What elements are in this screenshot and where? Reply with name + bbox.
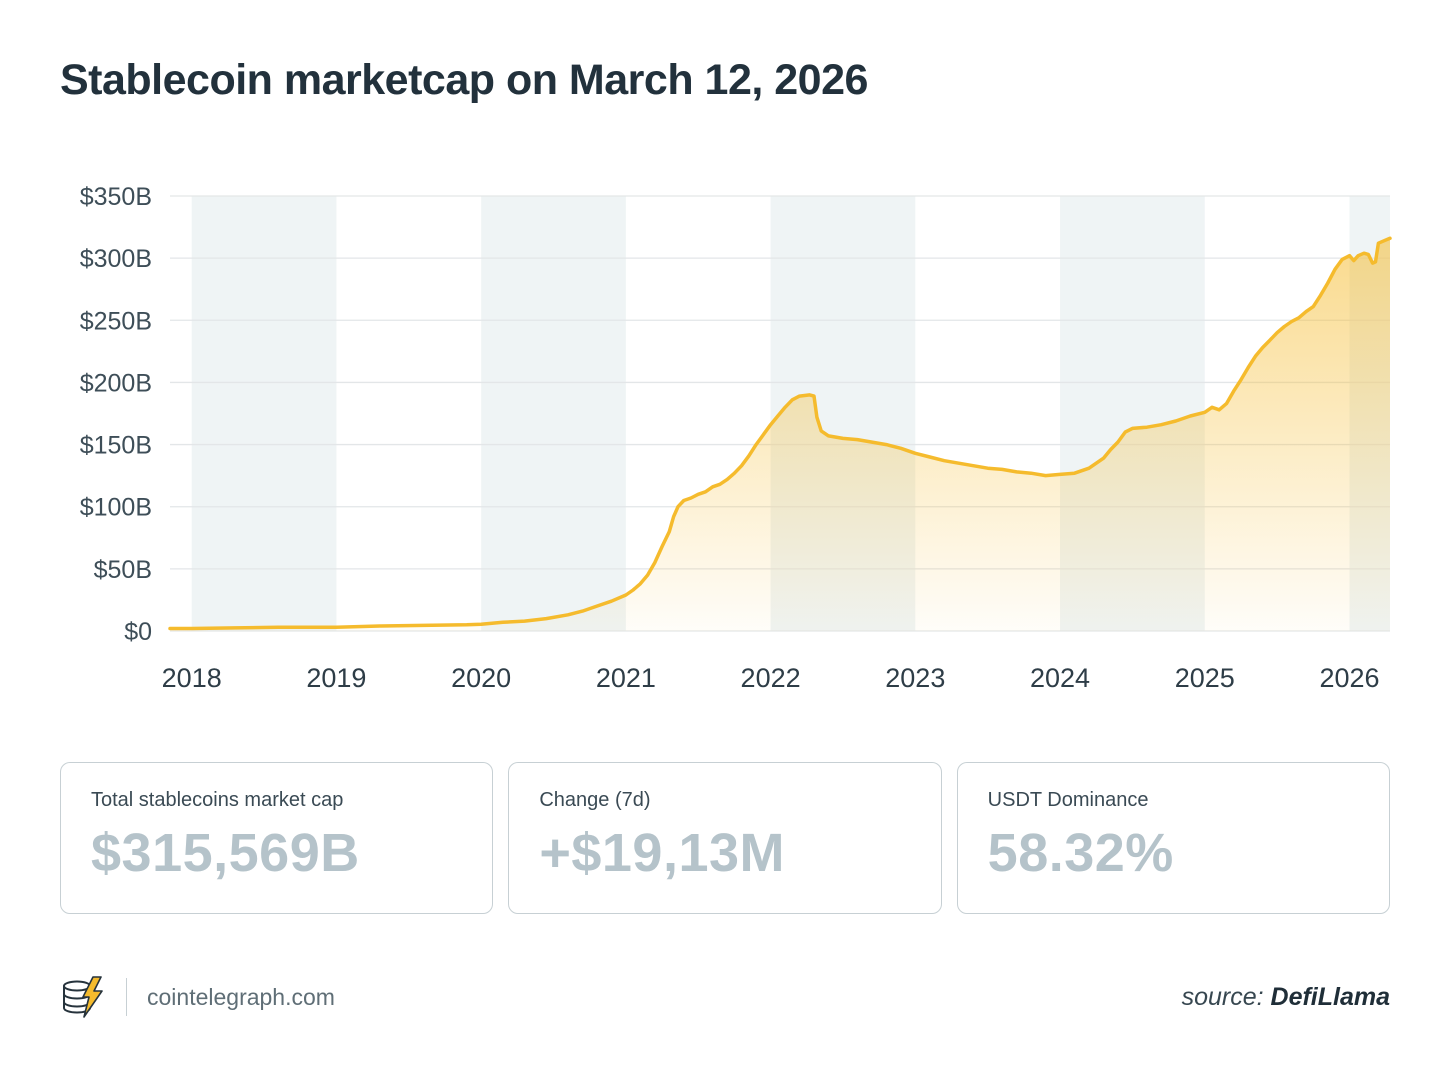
svg-text:$300B: $300B [80,245,152,273]
area-fill [170,238,1390,632]
svg-text:$0: $0 [124,618,152,646]
page-title: Stablecoin marketcap on March 12, 2026 [60,56,868,104]
svg-text:$100B: $100B [80,494,152,522]
source-label: source: [1181,982,1264,1011]
stat-value: $315,569B [91,823,360,883]
lightning-icon [82,976,103,1018]
svg-text:2023: 2023 [885,663,945,693]
svg-text:2025: 2025 [1175,663,1235,693]
divider [126,978,127,1016]
stats-cards: Total stablecoins market cap $315,569B C… [60,762,1390,914]
stat-card-total-marketcap: Total stablecoins market cap $315,569B [60,762,494,914]
marketcap-chart: $0 $50B $100B $150B $200B $250B $300B $350B 2018… [55,180,1395,710]
svg-text:$350B: $350B [80,183,152,211]
svg-text:$200B: $200B [80,369,152,397]
stat-value: 58.32% [987,823,1174,883]
footer: cointelegraph.com source: DefiLlama [60,966,1390,1028]
chart-canvas: $0 $50B $100B $150B $200B $250B $300B $350B 2018… [80,183,1392,693]
svg-text:2021: 2021 [596,663,656,693]
x-axis-labels: 2018 2019 2020 2021 2022 2023 2024 2025 2026 [162,663,1380,693]
svg-text:$250B: $250B [80,307,152,335]
stat-label: USDT Dominance [987,789,1149,811]
cointelegraph-logo [63,976,103,1018]
stat-label: Change (7d) [539,789,651,811]
svg-text:2020: 2020 [451,663,511,693]
svg-text:2019: 2019 [306,663,366,693]
svg-text:2024: 2024 [1030,663,1090,693]
source-attribution: source: DefiLlama [1182,983,1390,1012]
trend-line [168,236,1392,631]
stat-card-change-7d: Change (7d) +$19,13M [508,762,942,914]
site-url: cointelegraph.com [147,983,335,1010]
stat-label: Total stablecoins market cap [91,789,344,811]
svg-text:2018: 2018 [162,663,222,693]
svg-text:2022: 2022 [741,663,801,693]
stat-value: +$19,13M [539,823,786,883]
y-axis-labels: $0 $50B $100B $150B $200B $250B $300B $350B [80,183,152,646]
svg-text:2026: 2026 [1319,663,1379,693]
stat-card-usdt-dominance: USDT Dominance 58.32% [956,762,1390,914]
source-value: DefiLlama [1270,982,1390,1011]
svg-text:$50B: $50B [94,556,152,584]
svg-text:$150B: $150B [80,432,152,460]
